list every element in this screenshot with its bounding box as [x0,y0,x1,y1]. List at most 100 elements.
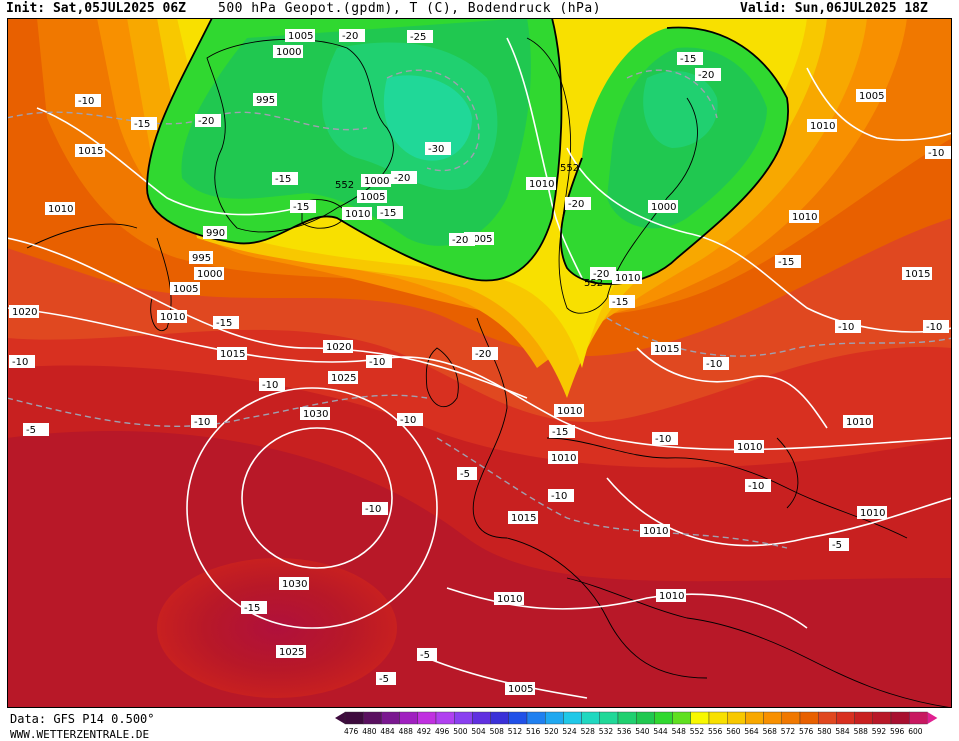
weather-map: 1005 1000 995 1015 1010 990 995 1000 100… [7,18,952,708]
legend-tick-label: 488 [399,727,414,736]
temp-label: -20 [472,347,498,360]
temp-label-text: -20 [342,31,358,42]
temp-label-text: -5 [460,469,470,480]
temp-label-text: -25 [410,32,426,43]
temp-label-text: -10 [551,491,567,502]
temp-label: -5 [376,672,396,685]
legend-cell [745,711,764,725]
legend-cell [617,711,637,725]
legend-tick-label: 556 [708,727,723,736]
temp-label: -10 [397,413,423,426]
isobar-label: 1015 [651,342,681,355]
legend-tick-label: 492 [417,727,432,736]
legend-cell [563,711,582,725]
temp-label: -20 [339,29,365,42]
legend-cell [708,711,728,725]
isobar-label-text: 1005 [360,192,385,203]
isobar-label: 1000 [361,174,391,187]
legend-tick-label: 564 [744,727,759,736]
temp-label: -20 [590,267,616,280]
legend-tick-label: 516 [526,727,541,736]
temp-label: -15 [775,255,801,268]
legend-cell [854,711,873,725]
height-label: 552 [560,163,579,174]
trough-east-544 [643,70,718,148]
height-label: 552 [584,278,603,289]
legend-cell [636,711,655,725]
temp-label-text: -5 [379,674,389,685]
temp-label: -20 [391,171,417,184]
legend-arrow-left [335,712,345,724]
isobar-label: 1025 [276,645,306,658]
isobar-label: 1015 [217,347,247,360]
isobar-label-text: 1010 [846,417,871,428]
legend-tick-label: 512 [508,727,523,736]
height-label: 552 [335,180,354,191]
temp-label: -15 [272,172,298,185]
temp-label-text: -30 [428,144,444,155]
isobar-label: 1010 [857,506,887,519]
temp-label: -20 [449,233,475,246]
temp-label-text: -5 [26,425,36,436]
temp-label-text: -15 [552,427,568,438]
temp-label-text: -5 [420,650,430,661]
isobar-label-text: 1025 [279,647,304,658]
temp-label-text: -10 [928,148,944,159]
isobar-label-text: 1010 [810,121,835,132]
isobar-label: 1025 [328,371,358,384]
isobar-label-text: 1015 [220,349,245,360]
legend-tick-label: 576 [799,727,814,736]
temp-label: -10 [259,378,285,391]
legend-cell [381,711,400,725]
data-source-label: Data: GFS P14 0.500° [10,712,155,726]
isobar-label-text: 1010 [643,526,668,537]
temperature-label-group: -20 -25 -20 -15 -15 -10 -15 -20 -30 -20 … [9,29,951,685]
init-time-label: Init: Sat,05JUL2025 06Z [6,1,187,16]
isobar-label: 1010 [45,202,75,215]
temp-label: -10 [923,320,949,333]
legend-cell [799,711,819,725]
isobar-label: 1020 [323,340,353,353]
temp-label-text: -10 [748,481,764,492]
temp-label: -15 [549,425,575,438]
isobar-label-text: 1030 [303,409,328,420]
temp-label: -15 [609,295,635,308]
isobar-label: 995 [253,93,277,106]
temp-label: -10 [75,94,101,107]
color-legend: 476 480 484 488 492 496 500 504 508 512 516 520 524 5… [335,711,938,736]
isobar-label: 1030 [300,407,330,420]
isobar-label-text: 1015 [78,146,103,157]
temp-label: -10 [652,432,678,445]
isobar-label-text: 1015 [511,513,536,524]
isobar-label: 1000 [648,200,678,213]
temp-label: -15 [290,200,316,213]
isobar-label-text: 1030 [282,579,307,590]
temp-label: -20 [695,68,721,81]
legend-ticks: 476 480 484 488 492 496 500 504 508 512 516 520 524 5… [344,727,923,736]
isobar-label: 1010 [342,207,372,220]
temp-label-text: -10 [12,357,28,368]
map-frame [7,18,952,708]
temp-label: -10 [191,415,217,428]
isobar-label: 1005 [170,282,200,295]
isobar-label-text: 1020 [326,342,351,353]
temp-label: -5 [829,538,849,551]
legend-cell [581,711,601,725]
legend-tick-label: 580 [817,727,832,736]
legend-cell [490,711,510,725]
temp-label: -20 [195,114,221,127]
legend-cell [544,711,564,725]
temp-label: -15 [213,316,239,329]
isobar-label-text: 1010 [737,442,762,453]
isobar-label-text: 1005 [467,234,492,245]
isobar-label: 1005 [505,682,535,695]
temp-label: -5 [417,648,437,661]
legend-tick-label: 496 [435,727,450,736]
isobar-label-text: 1010 [48,204,73,215]
isobar-label-text: 995 [192,253,211,264]
legend-cell [344,711,364,725]
temp-label-text: -20 [452,235,468,246]
legend-cell [763,711,783,725]
isobar-label-text: 1025 [331,373,356,384]
contour-552 [146,18,789,285]
